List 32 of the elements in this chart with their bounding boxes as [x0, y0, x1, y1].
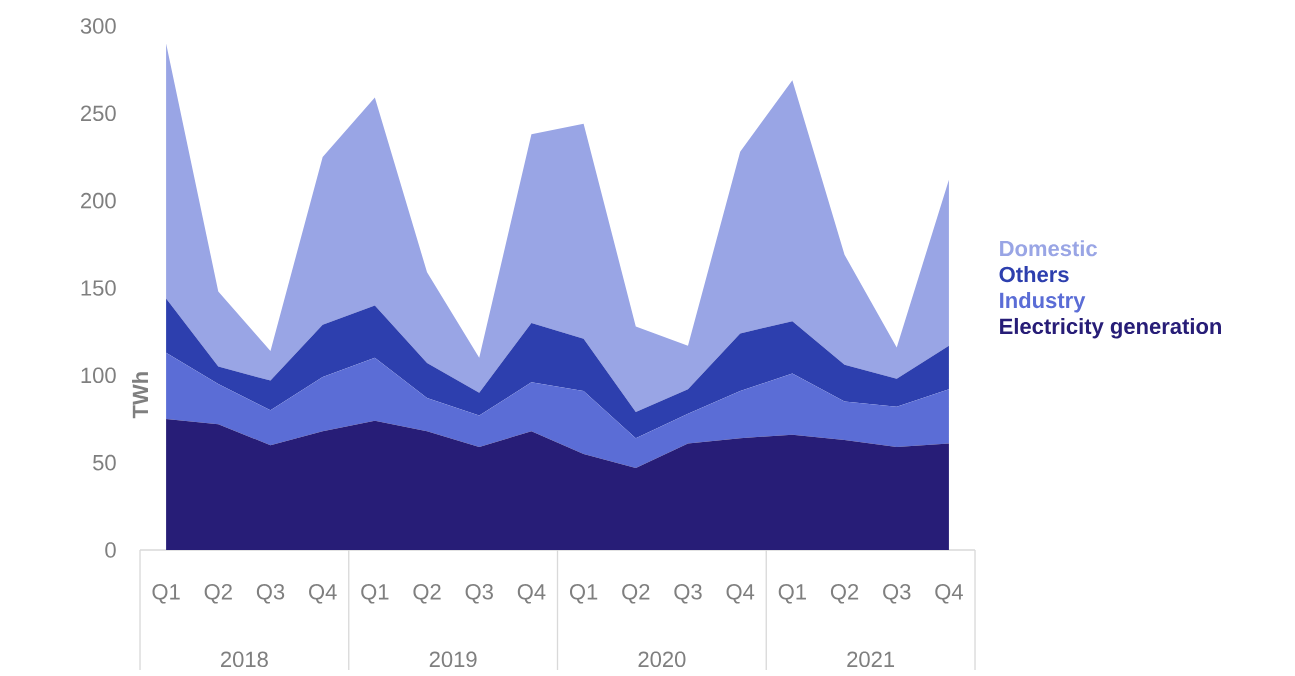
y-tick-label: 50 — [93, 454, 116, 471]
text: Domestic — [1000, 240, 1098, 257]
text: 2019 — [429, 651, 477, 668]
y-tick-label: 200 — [81, 192, 116, 209]
y-tick-label: 0 — [105, 542, 116, 558]
y-axis-title: TWh — [132, 372, 148, 419]
y-tick-label: 300 — [80, 18, 116, 34]
y-tick-label: 100 — [81, 367, 116, 384]
x-tick-label: Q3 — [256, 584, 285, 604]
x-tick-label: Q3 — [465, 584, 493, 604]
x-tick-label: Q2 — [204, 584, 232, 604]
text: 2021 — [847, 651, 895, 668]
x-tick-label: Q4 — [309, 584, 337, 604]
x-tick-label: Q1 — [778, 584, 806, 604]
x-tick-label: Q4 — [517, 584, 546, 604]
text: Electricity generation — [1000, 317, 1221, 339]
x-tick-label: Q1 — [152, 584, 180, 604]
y-tick-label: 150 — [81, 280, 116, 296]
text: Others — [999, 266, 1069, 283]
text: 2020 — [638, 651, 686, 668]
x-tick-label: Q3 — [883, 584, 911, 604]
x-tick-label: Q1 — [569, 584, 598, 604]
x-tick-label: Q2 — [413, 584, 441, 604]
x-tick-label: Q2 — [830, 584, 859, 604]
text: 2018 — [221, 651, 268, 668]
text: Industry — [1000, 292, 1086, 313]
x-tick-label: Q1 — [361, 584, 389, 604]
x-tick-label: Q3 — [674, 584, 702, 604]
x-tick-label: Q4 — [726, 584, 755, 604]
x-tick-label: Q4 — [935, 584, 963, 604]
x-tick-label: Q2 — [622, 584, 650, 604]
y-tick-label: 250 — [81, 105, 116, 122]
